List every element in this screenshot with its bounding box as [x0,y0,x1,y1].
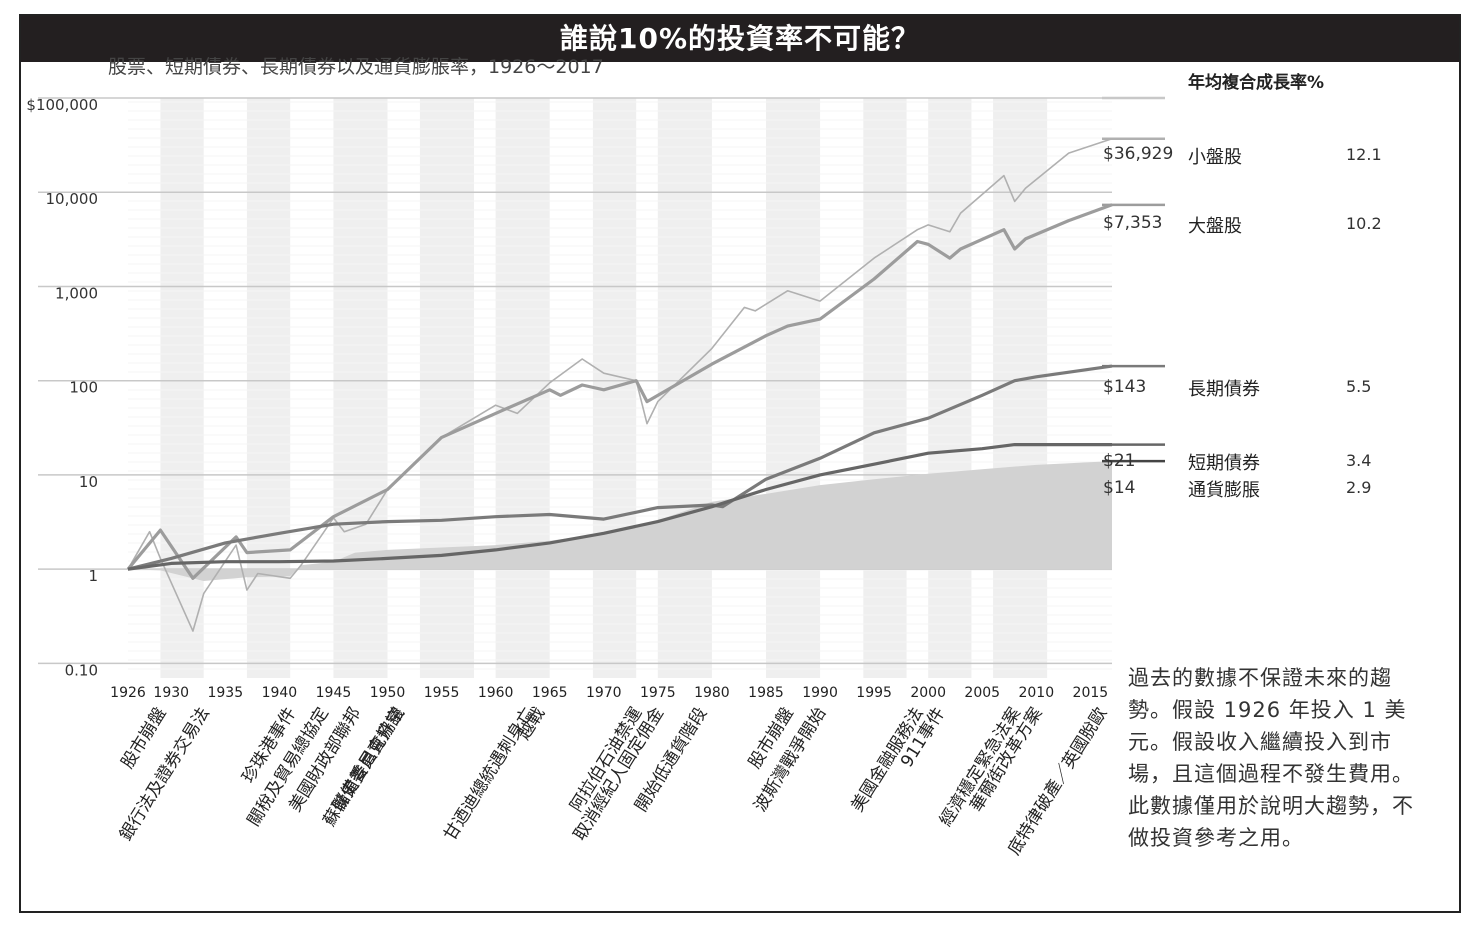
legend-name-long-bonds: 長期債券 [1188,379,1260,400]
x-tick-label: 1955 [424,685,460,701]
x-tick-label: 1970 [586,685,622,701]
legend-rate-long-bonds: 5.5 [1346,377,1372,396]
legend-value-inflation: $14 [1103,478,1136,498]
x-tick-label: 1945 [316,685,352,701]
x-tick-label: 1965 [532,685,568,701]
x-tick-label: 2000 [910,685,946,701]
legend-name-large-cap: 大盤股 [1188,216,1242,237]
x-tick-label: 1990 [802,685,838,701]
x-tick-label: 2015 [1073,685,1109,701]
shaded-period [765,98,821,678]
shaded-period [657,98,712,678]
shaded-period [928,98,972,678]
legend-value-large-cap: $7,353 [1103,213,1163,233]
x-tick-label: 1926 [110,685,146,701]
shaded-periods [160,98,1048,678]
event-label: 銀行法及證券交易法 [116,704,214,844]
grid-texture [128,101,1112,670]
x-tick-label: 1975 [640,685,676,701]
x-tick-label: 1940 [262,685,298,701]
x-tick-label: 1930 [153,685,189,701]
legend-rate-large-cap: 10.2 [1346,214,1382,233]
legend-rate-inflation: 2.9 [1346,478,1372,497]
legend-header: 年均複合成長率% [1188,73,1325,93]
shaded-period [333,98,388,678]
legend-name-short-bonds: 短期債券 [1188,453,1260,474]
chart-subtitle: 股票、短期債券、長期債券以及通貨膨脹率，1926～2017 [108,56,604,78]
shaded-period [863,98,907,678]
legend-rate-small-cap: 12.1 [1346,145,1382,164]
legend-value-small-cap: $36,929 [1103,144,1174,164]
shaded-period [419,98,475,678]
series-line [127,138,1113,632]
series-line [127,443,1112,571]
x-axis: 1926 1930 1935 1940 1945 1950 1955 1960 1965 1970… [110,685,1108,701]
y-tick-label: 10 [79,473,98,491]
x-tick-label: 2005 [964,685,1000,701]
y-tick-label: 1 [88,567,98,585]
y-tick-label: 10,000 [46,190,99,208]
series-line [126,203,1113,580]
y-tick-label: 1,000 [55,284,98,302]
series-area-inflation [128,461,1112,581]
x-tick-label: 1950 [370,685,406,701]
legend-rate-short-bonds: 3.4 [1346,451,1372,470]
x-tick-label: 1960 [478,685,514,701]
disclaimer-note: 過去的數據不保證未來的趨勢。假設 1926 年投入 1 美元。假設收入繼續投入到… [1128,666,1414,850]
legend-value-long-bonds: $143 [1103,377,1147,397]
shaded-period [246,98,291,678]
shaded-period [160,98,204,678]
x-tick-label: 1935 [207,685,243,701]
chart-title: 誰說10%的投資率不可能？ [21,16,1459,62]
chart-frame: 誰說10%的投資率不可能？ [19,14,1461,913]
x-tick-label: 1995 [856,685,892,701]
y-tick-label: $100,000 [26,96,98,114]
y-tick-label: 0.10 [65,661,98,679]
legend-markers [1102,96,1165,463]
legend-name-inflation: 通貨膨脹 [1188,480,1260,501]
shaded-period [495,98,550,678]
x-tick-label: 1985 [748,685,784,701]
event-label: 蘇聯史普尼克升空 [320,704,409,830]
legend-name-small-cap: 小盤股 [1188,147,1242,168]
x-tick-label: 1980 [694,685,730,701]
x-tick-label: 2010 [1018,685,1054,701]
series-line [127,364,1113,571]
y-tick-label: 100 [69,379,98,397]
legend-value-short-bonds: $21 [1103,451,1136,471]
